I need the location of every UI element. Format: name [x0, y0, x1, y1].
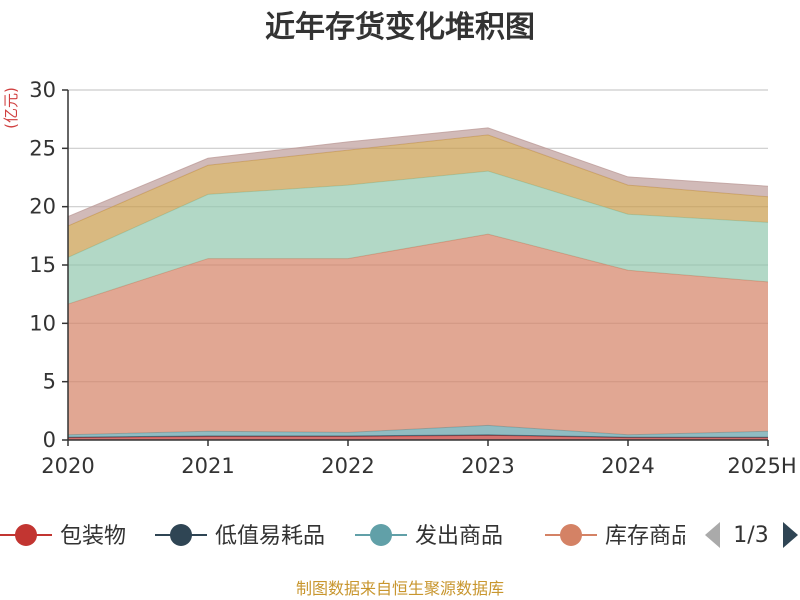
legend-item[interactable]: 库存商品	[545, 524, 693, 549]
y-tick-label: 0	[43, 428, 56, 452]
x-tick-labels: 2020 2021 2022 2023 2024 2025H	[41, 454, 796, 478]
y-tick-label: 15	[29, 253, 56, 277]
area-series-4	[68, 234, 768, 435]
x-tick-label: 2024	[601, 454, 654, 478]
legend-items: 包装物 低值易耗品 发出商品 库存商品	[0, 524, 693, 549]
y-tick-label: 20	[29, 195, 56, 219]
y-axis-unit: (亿元)	[2, 87, 20, 129]
area-series-6	[68, 134, 768, 258]
y-tick-label: 5	[43, 370, 56, 394]
legend-pager: 1/3	[705, 522, 798, 548]
legend: 包装物 低值易耗品 发出商品 库存商品	[0, 524, 693, 549]
area-series	[67, 127, 769, 440]
legend-item[interactable]: 发出商品	[355, 524, 503, 549]
legend-label: 包装物	[60, 524, 126, 549]
legend-next-arrow-icon[interactable]	[783, 522, 798, 548]
legend-prev-arrow-icon[interactable]	[705, 522, 720, 548]
legend-item[interactable]: 低值易耗品	[155, 524, 325, 549]
y-tick-labels: 0 5 10 15 20 25 30	[29, 78, 56, 452]
legend-label: 库存商品	[605, 524, 693, 549]
legend-circle-marker	[170, 524, 192, 546]
area-series-line-7	[67, 127, 769, 218]
legend-circle-marker	[370, 524, 392, 546]
source-note: 制图数据来自恒生聚源数据库	[296, 579, 504, 598]
x-tick-label: 2021	[181, 454, 234, 478]
x-tick-label: 2023	[461, 454, 514, 478]
x-tick-label: 2020	[41, 454, 94, 478]
legend-item[interactable]: 包装物	[0, 524, 126, 549]
legend-label: 低值易耗品	[215, 524, 325, 549]
chart-title: 近年存货变化堆积图	[265, 10, 535, 45]
x-tick-label: 2022	[321, 454, 374, 478]
area-series-3	[68, 425, 768, 438]
legend-label: 发出商品	[415, 524, 503, 549]
area-series-5	[68, 171, 768, 305]
y-tick-label: 10	[29, 311, 56, 335]
legend-page-indicator: 1/3	[733, 523, 768, 548]
y-tick-label: 25	[29, 136, 56, 160]
legend-circle-marker	[560, 524, 582, 546]
x-tick-label: 2025H	[727, 454, 796, 478]
axes	[62, 89, 769, 446]
y-tick-label: 30	[29, 78, 56, 102]
legend-circle-marker	[15, 524, 37, 546]
